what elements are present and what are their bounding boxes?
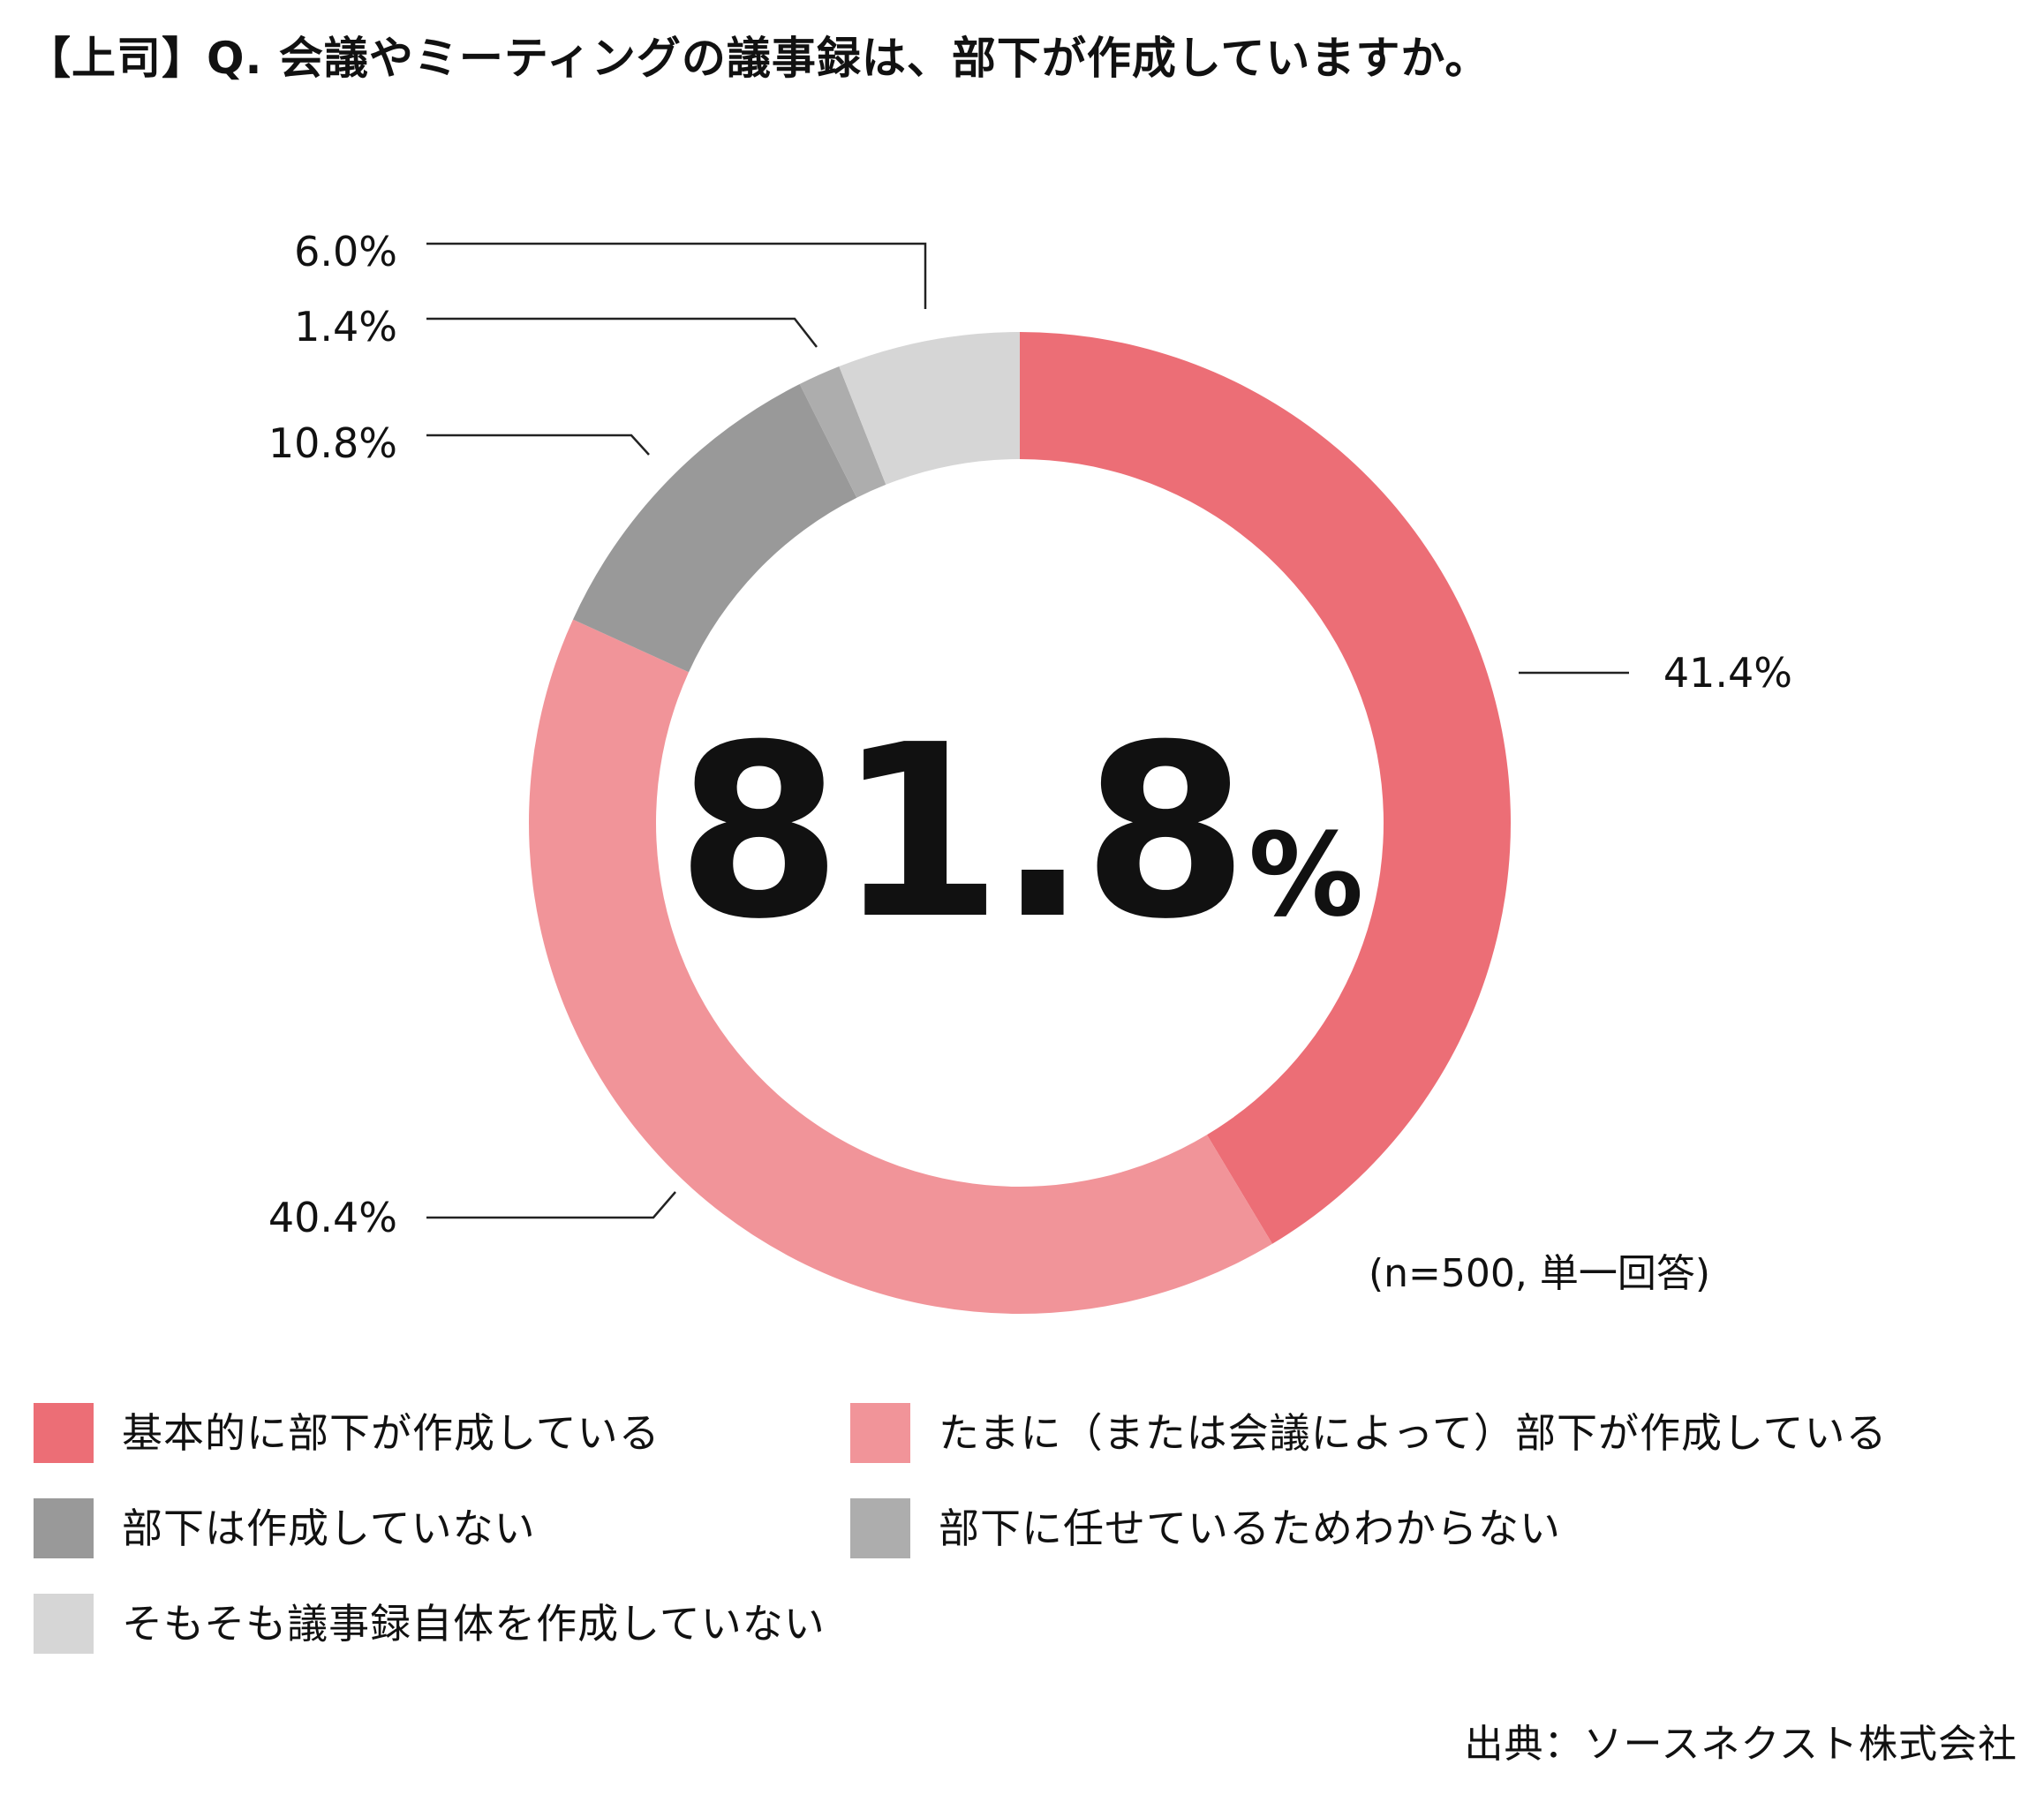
donut-slice-1	[1020, 332, 1511, 1244]
center-total-unit: %	[1248, 808, 1363, 942]
legend-swatch	[34, 1594, 94, 1654]
legend-item-4: 部下に任せているためわからない	[850, 1497, 1561, 1559]
legend-item-5: そもそも議事録自体を作成していない	[34, 1593, 826, 1655]
donut-slice-3	[572, 384, 857, 673]
legend-item-2: たまに（または会議によって）部下が作成している	[850, 1402, 1888, 1464]
value-label-3: 10.8%	[268, 419, 397, 467]
donut-slices	[529, 332, 1511, 1314]
donut-slice-4	[799, 366, 886, 498]
value-label-4: 1.4%	[294, 303, 397, 351]
leader-line-5	[426, 242, 927, 309]
legend-label: たまに（または会議によって）部下が作成している	[939, 1409, 1888, 1457]
legend-label: 基本的に部下が作成している	[122, 1409, 660, 1457]
source-credit: 出典：ソースネクスト株式会社	[1464, 1722, 2018, 1767]
donut-slice-2	[529, 619, 1273, 1314]
leader-line-2	[426, 1191, 676, 1219]
legend-swatch	[34, 1403, 94, 1463]
leader-line-3	[426, 434, 650, 456]
legend-label: そもそも議事録自体を作成していない	[122, 1600, 826, 1648]
center-total-label: 81.8%	[676, 693, 1363, 971]
legend-label: 部下に任せているためわからない	[939, 1505, 1561, 1552]
legend-item-1: 基本的に部下が作成している	[34, 1402, 660, 1464]
value-labels: 41.4% 40.4% 10.8% 1.4% 6.0%	[268, 228, 1792, 1241]
legend-label: 部下は作成していない	[122, 1505, 536, 1552]
leader-line-4	[426, 317, 818, 348]
center-total-value: 81.8	[676, 693, 1243, 971]
value-label-1: 41.4%	[1663, 649, 1792, 697]
value-label-2: 40.4%	[268, 1194, 397, 1241]
legend-swatch	[34, 1498, 94, 1558]
legend-item-3: 部下は作成していない	[34, 1497, 536, 1559]
chart-title: 【上司】Q. 会議やミーティングの議事録は、部下が作成していますか。	[26, 33, 1490, 84]
legend-swatch	[850, 1403, 910, 1463]
legend-swatch	[850, 1498, 910, 1558]
donut-slice-5	[839, 332, 1020, 485]
leader-lines	[426, 242, 1629, 1219]
sample-note: (n=500, 単一回答)	[1369, 1251, 1710, 1296]
value-label-5: 6.0%	[294, 228, 397, 275]
